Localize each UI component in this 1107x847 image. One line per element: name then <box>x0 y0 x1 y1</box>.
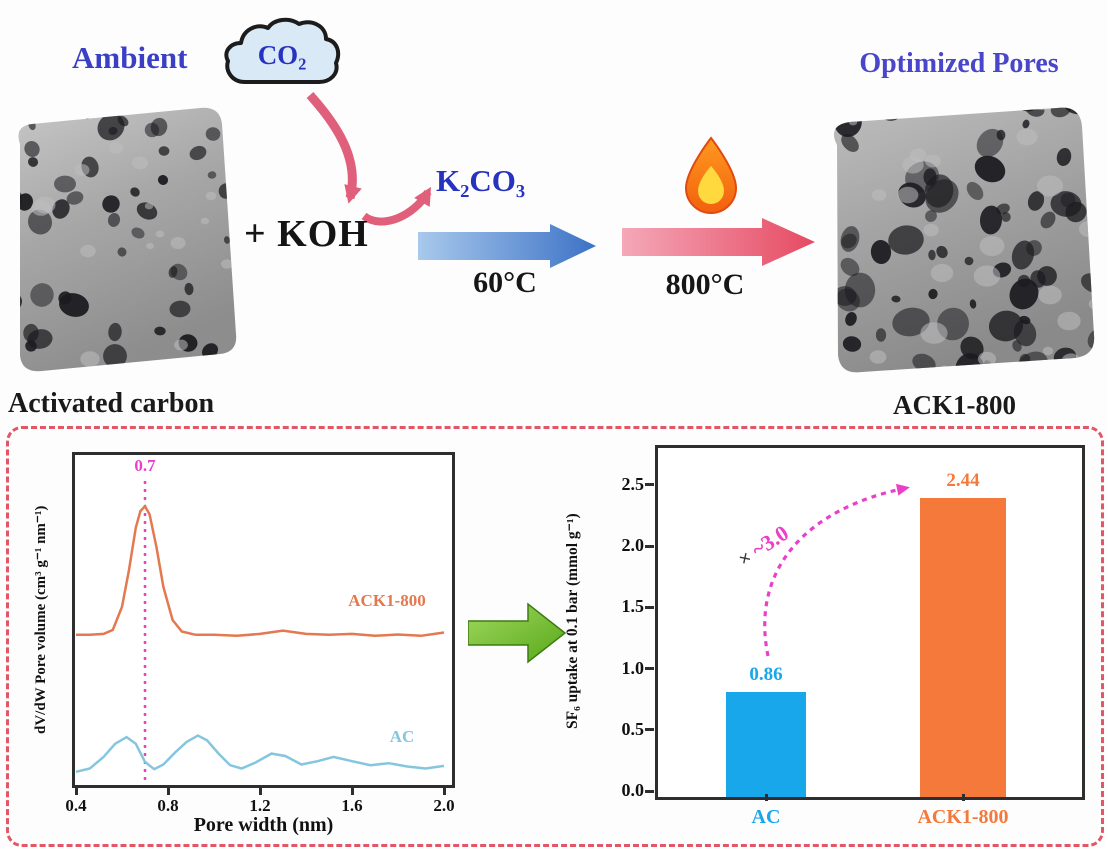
y-tick-label: 0.5 <box>621 718 645 739</box>
bar-ac <box>726 692 806 797</box>
x-tick-label: 1.6 <box>341 796 363 815</box>
step2-temperature-label: 800°C <box>665 268 745 301</box>
bar-tick-mark <box>961 794 965 801</box>
bar-plot-area: 0.86 2.44 × ~3.0 <box>655 445 1085 800</box>
charts-link-arrow-icon <box>468 602 567 664</box>
y-tick-mark <box>645 544 654 548</box>
psd-x-axis-label: Pore width (nm) <box>193 814 334 836</box>
koh-label: + KOH <box>244 213 369 255</box>
results-panel-border <box>6 426 1104 847</box>
y-tick-mark <box>645 605 654 609</box>
x-tick-label: 0.8 <box>157 796 179 815</box>
flame-icon <box>684 136 738 214</box>
y-tick-label: 2.5 <box>621 473 645 494</box>
category-label-ac: AC <box>751 806 781 828</box>
bar-value-ack1-800: 2.44 <box>946 470 980 492</box>
curve-label-ack1-800: ACK1-800 <box>348 591 426 610</box>
bar-tick-mark <box>764 794 768 801</box>
y-tick-label: 1.0 <box>621 657 645 678</box>
x-tick-mark <box>350 788 354 795</box>
co2-to-koh-arrow-icon <box>306 91 362 204</box>
activated-carbon-label: Activated carbon <box>8 388 215 419</box>
y-tick-mark <box>645 667 654 670</box>
psd-y-axis-label: dV/dW Pore volume (cm³ g⁻¹ nm⁻¹) <box>33 505 49 735</box>
y-tick-label: 0.0 <box>621 780 645 800</box>
optimized-pores-cube-image <box>833 107 1095 373</box>
co2-cloud-icon: CO₂ <box>220 16 344 100</box>
curve-label-ac: AC <box>389 727 415 746</box>
psd-curve-ac <box>75 734 445 774</box>
psd-curve-ack1-800 <box>76 504 445 638</box>
category-label-ack1-800: ACK1-800 <box>917 806 1009 828</box>
bar-ack1-800 <box>920 498 1006 797</box>
y-tick-mark <box>645 728 654 732</box>
product-label: ACK1-800 <box>893 390 1016 420</box>
y-tick-mark <box>645 789 654 793</box>
bar-value-ac: 0.86 <box>749 663 783 685</box>
psd-plot-area <box>72 452 455 788</box>
k2co3-label: K₂CO₃ <box>436 163 526 198</box>
peak-annotation: 0.7 <box>134 456 156 475</box>
uptake-increase-arrow-icon <box>763 483 910 657</box>
y-tick-label: 2.0 <box>621 535 645 555</box>
x-tick-mark <box>74 788 78 795</box>
x-tick-label: 2.0 <box>433 796 455 815</box>
activated-carbon-cube-image <box>18 107 237 372</box>
co2-label: CO₂ <box>257 40 307 70</box>
step1-temperature-label: 60°C <box>473 266 537 299</box>
bar-y-axis-label: SF₆ uptake at 0.1 bar (mmol g⁻¹) <box>564 513 581 729</box>
step2-arrow-icon <box>622 218 815 266</box>
ambient-label: Ambient <box>72 40 188 75</box>
x-tick-label: 1.2 <box>249 796 271 815</box>
x-tick-label: 0.4 <box>65 796 87 815</box>
koh-to-k2co3-arrow-icon <box>361 186 432 226</box>
x-tick-mark <box>258 788 262 795</box>
psd-curves <box>75 481 445 785</box>
y-tick-label: 1.5 <box>621 596 645 617</box>
optimized-pores-label: Optimized Pores <box>859 48 1059 79</box>
x-tick-mark <box>166 788 170 795</box>
x-tick-mark <box>442 788 446 795</box>
step1-arrow-icon <box>418 224 596 268</box>
y-tick-mark <box>645 483 654 487</box>
